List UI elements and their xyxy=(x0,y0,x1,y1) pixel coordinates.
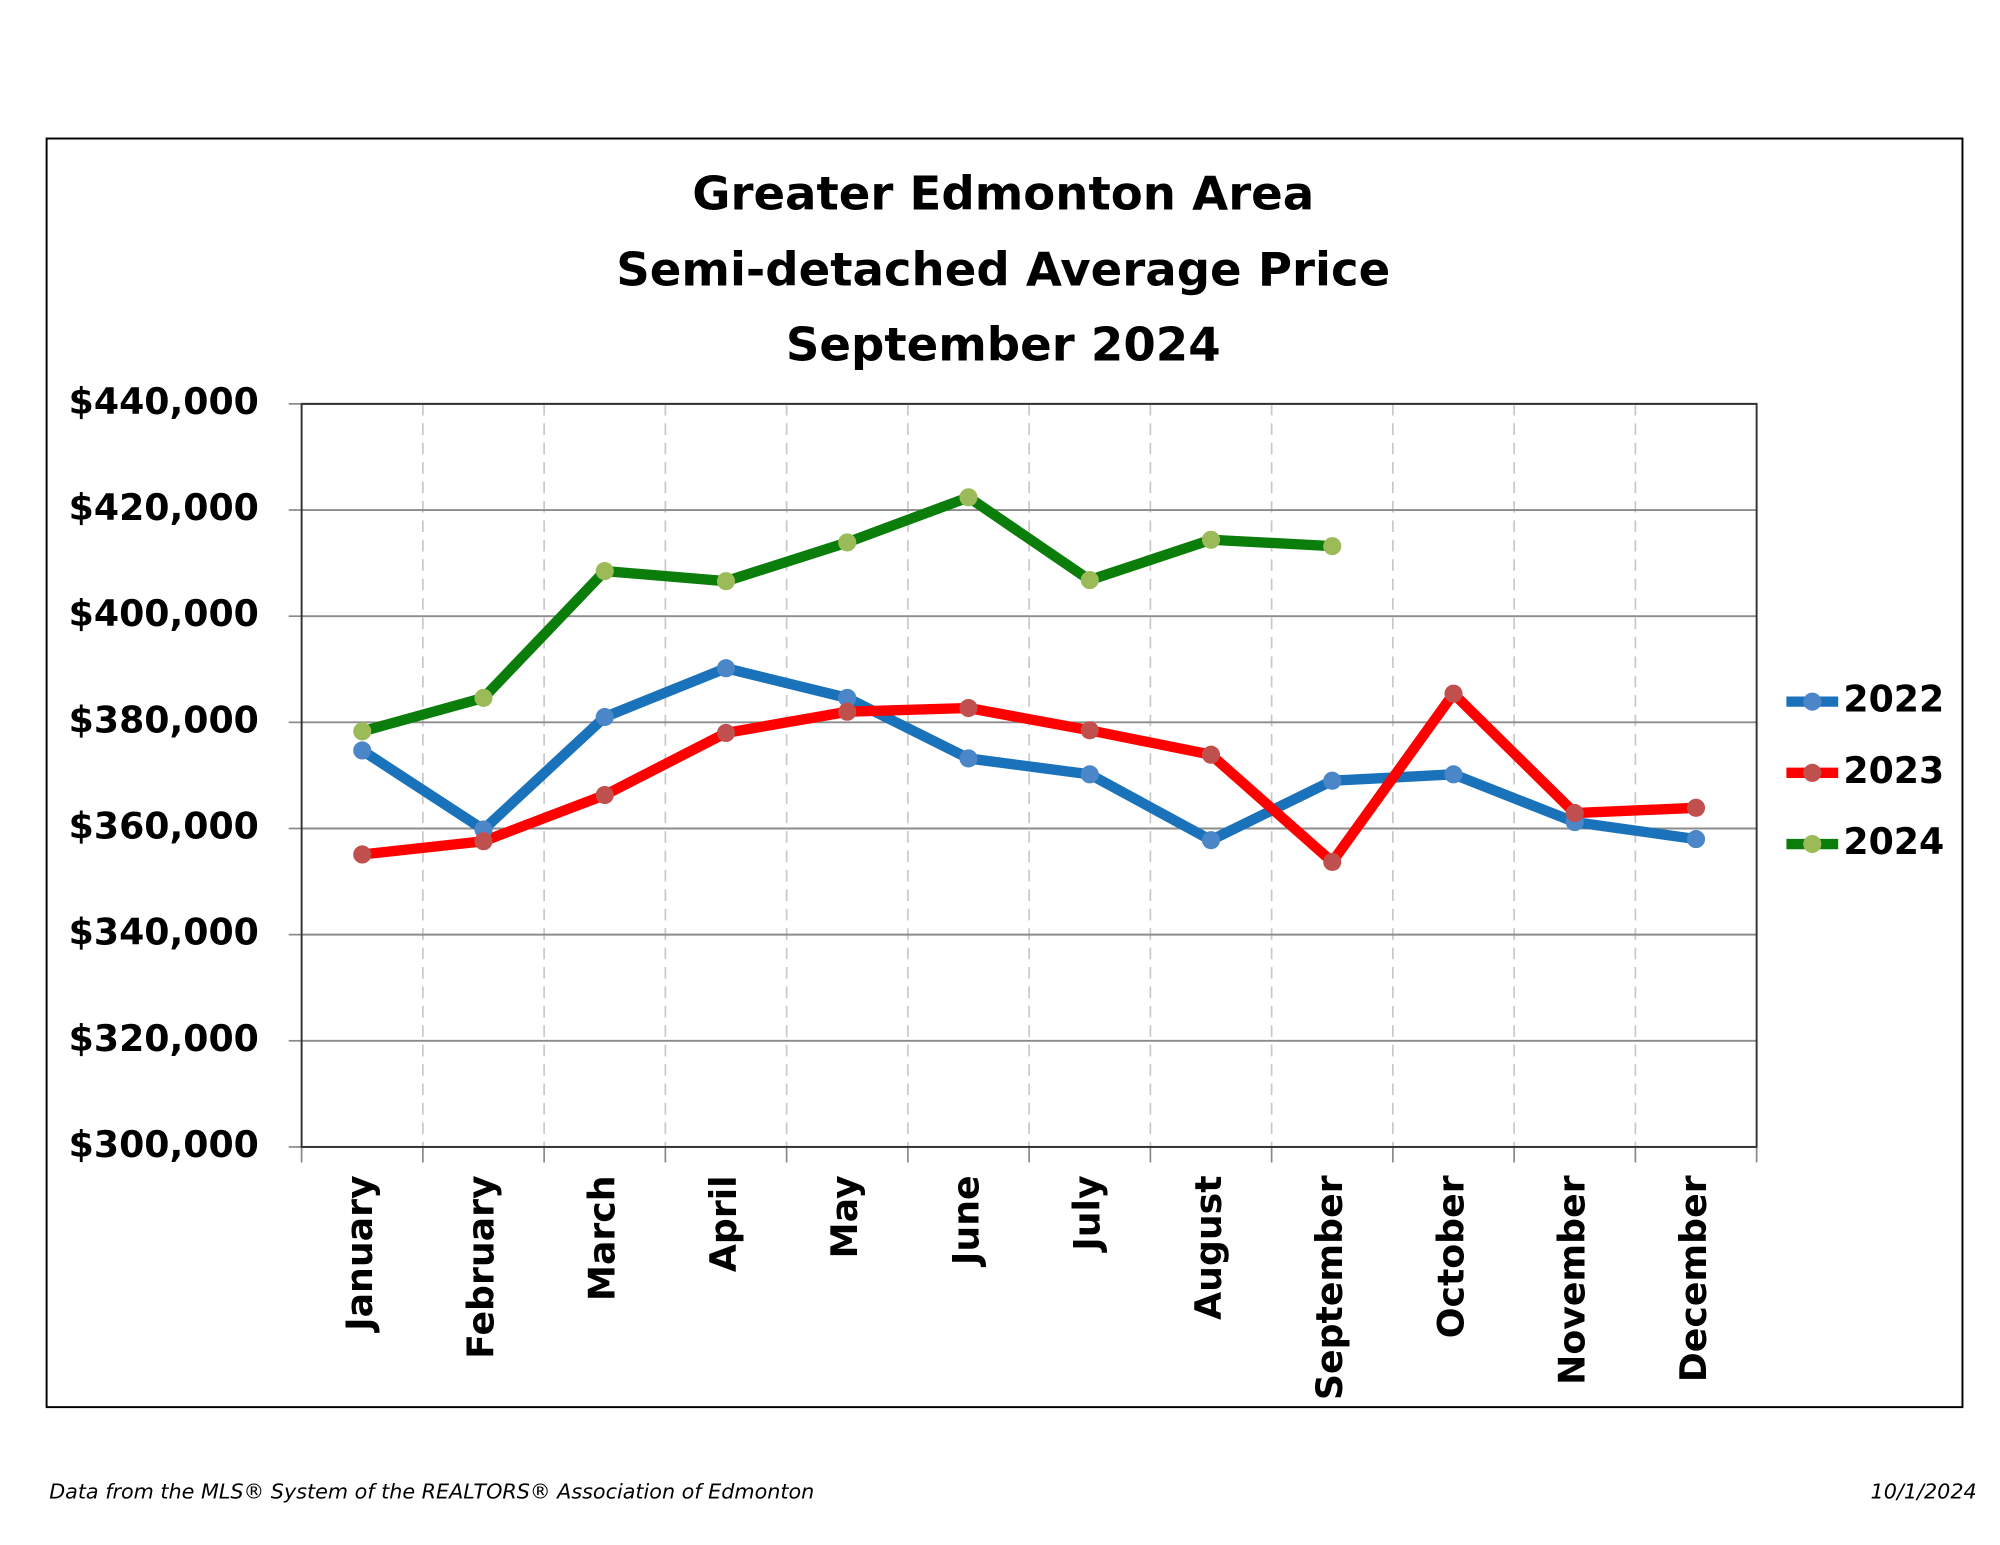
chart-title: September 2024 xyxy=(786,318,1221,372)
point xyxy=(838,702,857,721)
point xyxy=(1323,771,1342,790)
point xyxy=(716,659,736,678)
series-line xyxy=(359,663,1697,846)
y-tick-label: $340,000 xyxy=(69,911,259,954)
point xyxy=(353,741,372,760)
point xyxy=(1323,537,1342,556)
point xyxy=(1444,684,1463,703)
x-tick-label: May xyxy=(823,1175,866,1258)
point xyxy=(959,749,978,768)
x-tick-label: September xyxy=(1308,1175,1351,1400)
x-tick-label: October xyxy=(1430,1175,1473,1338)
x-tick-label: July xyxy=(1066,1175,1109,1253)
x-tick-label: August xyxy=(1187,1175,1230,1319)
x-tick-label: January xyxy=(338,1175,381,1333)
point xyxy=(959,488,978,507)
point xyxy=(1201,530,1221,549)
point xyxy=(595,562,614,581)
x-tick-label: December xyxy=(1672,1175,1715,1382)
point xyxy=(1201,745,1221,764)
y-tick-label: $420,000 xyxy=(69,486,259,529)
point xyxy=(716,572,736,591)
plot-border xyxy=(300,402,1758,1148)
point xyxy=(1686,798,1706,817)
y-tick-label: $400,000 xyxy=(69,592,259,635)
point xyxy=(959,698,978,718)
point xyxy=(1444,765,1463,784)
point xyxy=(1201,831,1221,850)
x-tick-label: April xyxy=(702,1175,745,1272)
x-tick-label: February xyxy=(459,1175,502,1358)
chart-title: Greater Edmonton Area xyxy=(692,166,1314,220)
legend-label: 2024 xyxy=(1843,820,1944,863)
point xyxy=(1080,571,1099,590)
point xyxy=(1323,852,1342,871)
x-tick-label: March xyxy=(581,1175,624,1301)
x-tick-label: June xyxy=(945,1175,988,1268)
point xyxy=(353,845,372,864)
y-tick-label: $360,000 xyxy=(69,804,259,847)
source-note: Data from the MLS® System of the REALTOR… xyxy=(49,1480,814,1504)
y-tick-label: $320,000 xyxy=(69,1017,259,1060)
point xyxy=(595,785,614,805)
date-note: 10/1/2024 xyxy=(1871,1480,1977,1504)
legend-marker xyxy=(1803,763,1822,782)
legend-marker xyxy=(1803,834,1822,854)
point xyxy=(353,722,372,741)
legend-marker xyxy=(1803,692,1822,711)
point xyxy=(1565,804,1584,823)
legend-label: 2023 xyxy=(1843,749,1944,792)
chart-title: Semi-detached Average Price xyxy=(616,243,1390,297)
point xyxy=(1686,830,1706,849)
y-tick-label: $440,000 xyxy=(69,380,259,423)
x-tick-label: November xyxy=(1551,1175,1594,1385)
series-line xyxy=(361,688,1697,868)
point xyxy=(595,707,614,727)
point xyxy=(716,723,736,743)
point xyxy=(838,533,857,552)
point xyxy=(1080,765,1099,784)
legend-label: 2022 xyxy=(1843,678,1944,721)
y-tick-label: $300,000 xyxy=(69,1123,259,1166)
y-tick-label: $380,000 xyxy=(69,698,259,741)
point xyxy=(474,832,493,851)
point xyxy=(474,688,493,707)
point xyxy=(1080,721,1099,740)
point xyxy=(838,688,857,707)
